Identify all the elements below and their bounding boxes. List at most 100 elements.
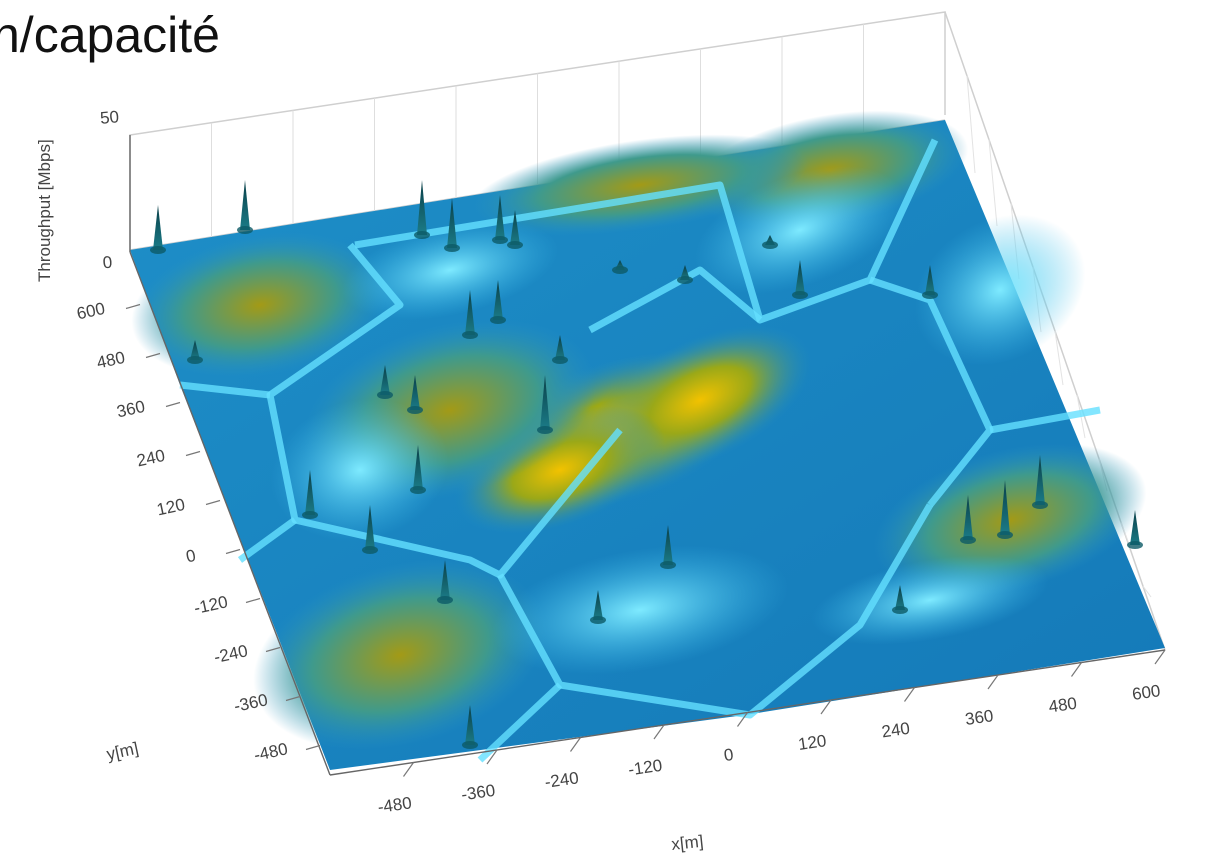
spike-base (492, 236, 508, 244)
surface-shade (811, 555, 1049, 645)
tick-mark (165, 401, 181, 408)
tick-label: 600 (75, 299, 107, 323)
throughput-spike (410, 375, 420, 410)
tick-label: -480 (252, 739, 289, 765)
tick-mark (486, 749, 498, 765)
spike-base (437, 596, 453, 604)
spike-base (997, 531, 1013, 539)
surface-shade (694, 166, 906, 294)
spike-base (377, 391, 393, 399)
tick-label: -240 (544, 768, 580, 792)
throughput-spike (380, 365, 390, 395)
throughput-spike (510, 210, 520, 245)
tick-mark (305, 744, 321, 751)
throughput-spike (465, 705, 475, 745)
x-axis-label: x[m] (670, 832, 704, 854)
grid-line (1142, 585, 1152, 598)
throughput-spike (190, 340, 200, 360)
spike-base (462, 331, 478, 339)
tick-label: -120 (627, 756, 663, 780)
spike-base (150, 246, 166, 254)
throughput-spike (495, 195, 505, 240)
tick-mark (1071, 662, 1082, 677)
y-axis-line (129, 251, 331, 776)
cell-boundary (477, 682, 563, 763)
cell-boundary (237, 517, 298, 563)
tick-label: 0 (102, 253, 113, 273)
surface-shade (491, 545, 789, 675)
tick-mark (820, 699, 832, 715)
tick-mark (1154, 649, 1166, 665)
throughput-spike (440, 560, 450, 600)
cell-boundary (868, 276, 994, 508)
tick-mark (403, 762, 414, 777)
tick-label: -240 (212, 641, 249, 667)
throughput-spike (417, 180, 427, 235)
spike-base (237, 226, 253, 234)
throughput-spike (365, 505, 375, 550)
spike-base (444, 244, 460, 252)
tick-label: 600 (1131, 681, 1162, 704)
spike-base (407, 406, 423, 414)
spike-base (462, 741, 478, 749)
tick-mark (904, 687, 915, 702)
throughput-spike (663, 525, 673, 565)
tick-label: 0 (723, 745, 735, 765)
tick-label: 360 (115, 397, 147, 421)
tick-mark (570, 737, 581, 752)
throughput-spike (493, 280, 503, 320)
tick-mark (145, 352, 161, 359)
tick-label: -360 (460, 781, 496, 805)
surface-shade (271, 398, 449, 542)
throughput-spike (240, 180, 250, 230)
spike-base (660, 561, 676, 569)
spike-base (490, 316, 506, 324)
spike-base (590, 616, 606, 624)
tick-mark (245, 597, 261, 604)
grid-line (988, 139, 998, 227)
spike-base (537, 426, 553, 434)
spike-base (1032, 501, 1048, 509)
grid-line (966, 75, 976, 174)
tick-mark (653, 724, 665, 740)
throughput-spike (413, 445, 423, 490)
throughput-spike (540, 375, 550, 430)
grid-line (1054, 330, 1064, 386)
throughput-spike (153, 205, 163, 250)
cell-boundary (179, 381, 271, 399)
throughput-spike (1035, 455, 1045, 505)
surface-shade (253, 559, 547, 751)
z-axis-label: Throughput [Mbps] (35, 139, 54, 282)
spike-base (362, 546, 378, 554)
spike-base (507, 241, 523, 249)
tick-mark (225, 548, 241, 555)
throughput-spike (895, 585, 905, 610)
surface-shade (914, 214, 1086, 366)
throughput-spike (593, 590, 603, 620)
tick-mark (285, 695, 301, 702)
tick-label: 120 (797, 731, 828, 754)
tick-mark (125, 303, 141, 310)
throughput-spike (925, 265, 935, 295)
spike-base (762, 241, 778, 249)
tick-label: 480 (95, 348, 127, 372)
tick-label: -480 (377, 793, 413, 817)
tick-label: 360 (964, 706, 995, 729)
tick-label: 240 (880, 719, 911, 742)
throughput-spike (465, 290, 475, 335)
spike-base (612, 266, 628, 274)
tick-label: 240 (135, 446, 167, 470)
spike-base (922, 291, 938, 299)
tick-label: 480 (1047, 694, 1078, 717)
tick-mark (265, 646, 281, 653)
throughput-spike (1000, 480, 1010, 535)
tick-label: 0 (184, 546, 197, 567)
spike-base (302, 511, 318, 519)
tick-mark (185, 450, 201, 457)
surface-shade (131, 232, 389, 378)
spike-base (410, 486, 426, 494)
spike-base (187, 356, 203, 364)
spike-base (677, 276, 693, 284)
cell-boundary (496, 503, 934, 719)
